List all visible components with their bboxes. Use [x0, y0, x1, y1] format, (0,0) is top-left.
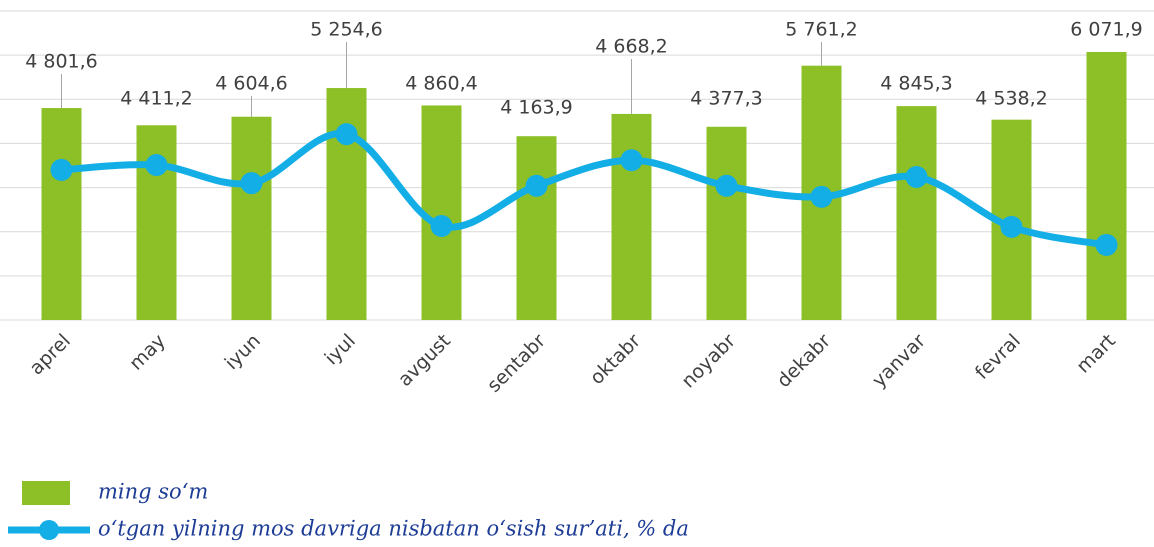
data-label: 4 860,4: [405, 73, 478, 95]
data-label: 4 538,2: [975, 88, 1048, 110]
line-marker: [335, 123, 358, 146]
data-label: 4 845,3: [880, 73, 953, 95]
data-label: 4 163,9: [500, 97, 573, 119]
bar: [421, 105, 462, 320]
data-label: 4 668,2: [595, 36, 668, 58]
bar: [516, 136, 557, 320]
line-marker: [430, 214, 453, 237]
legend-label: o‘tgan yilning mos davriga nisbatan o‘si…: [98, 517, 689, 541]
x-tick-label: dekabr: [773, 330, 835, 392]
data-label: 4 801,6: [25, 51, 98, 73]
data-label: 5 254,6: [310, 19, 383, 41]
x-tick-label: noyabr: [677, 330, 740, 393]
data-label: 4 604,6: [215, 73, 288, 95]
line-marker: [715, 174, 738, 197]
bar: [611, 113, 652, 320]
legend-swatch: [39, 520, 59, 540]
x-tick-label: aprel: [25, 330, 75, 380]
line-marker: [145, 154, 168, 177]
line-marker: [620, 149, 643, 172]
x-tick-label: yanvar: [868, 330, 930, 392]
line-marker: [810, 185, 833, 208]
data-label: 5 761,2: [785, 19, 858, 41]
x-tick-label: mart: [1072, 330, 1120, 378]
x-tick-label: fevral: [971, 330, 1025, 384]
bar: [896, 106, 937, 320]
data-label: 4 411,2: [120, 88, 193, 110]
legend-swatch: [22, 481, 70, 505]
data-label: 6 071,9: [1070, 19, 1143, 41]
x-tick-label: sentabr: [483, 330, 550, 397]
x-tick-label: avgust: [394, 330, 455, 391]
data-label: 4 377,3: [690, 88, 763, 110]
line-marker: [525, 174, 548, 197]
line-marker: [240, 172, 263, 195]
bar: [41, 108, 82, 320]
x-tick-label: may: [125, 330, 170, 375]
x-tick-label: iyun: [221, 330, 265, 374]
line-marker: [1000, 215, 1023, 238]
x-tick-label: iyul: [320, 330, 359, 369]
line-marker: [50, 158, 73, 181]
line-marker: [905, 165, 928, 188]
bar: [1086, 51, 1127, 320]
bar: [326, 88, 367, 321]
x-tick-label: oktabr: [586, 330, 645, 389]
bar: [231, 116, 272, 320]
line: [58, 130, 1110, 249]
legend-label: ming so‘m: [98, 480, 208, 504]
line-marker: [1095, 233, 1118, 256]
bar: [706, 126, 747, 320]
